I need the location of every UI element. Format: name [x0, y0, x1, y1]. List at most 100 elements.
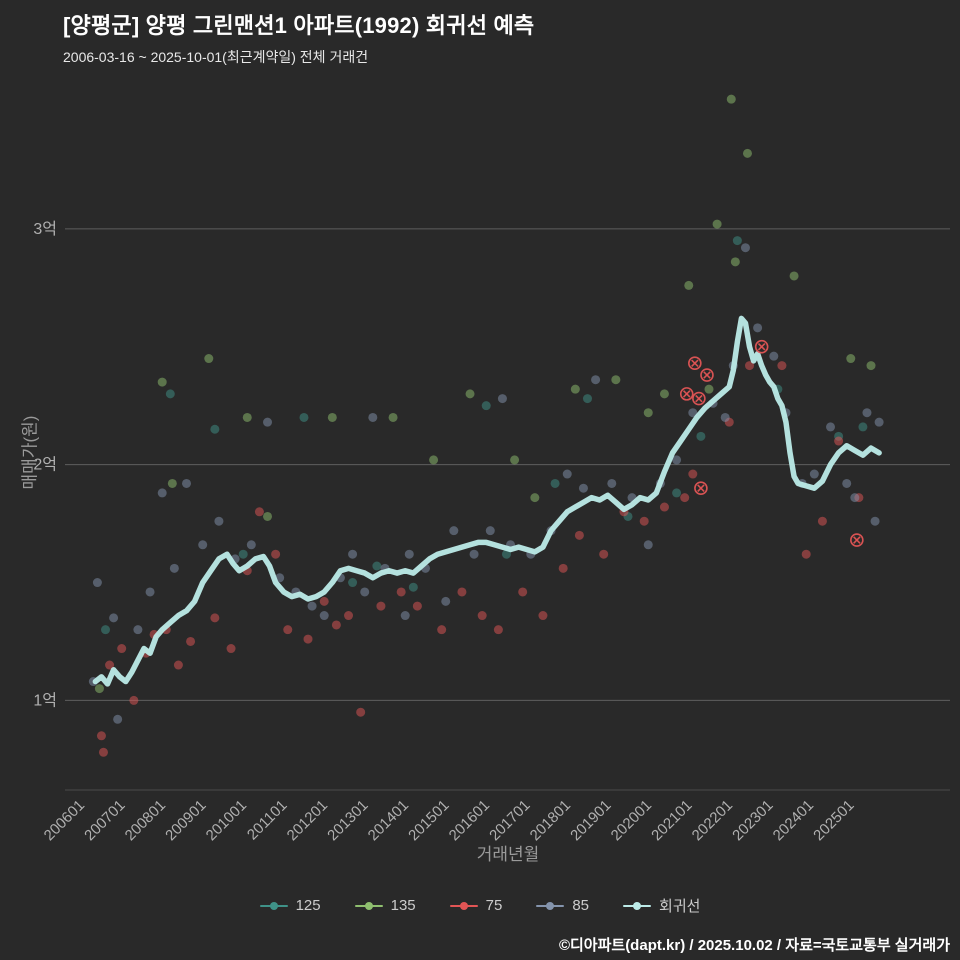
scatter-point-85[interactable]: [157, 488, 167, 498]
scatter-point-75[interactable]: [538, 611, 548, 621]
scatter-point-135[interactable]: [846, 354, 856, 364]
scatter-point-135[interactable]: [167, 478, 177, 488]
outlier-marker-circle[interactable]: [679, 387, 694, 401]
scatter-point-135[interactable]: [643, 408, 653, 418]
scatter-point-85[interactable]: [263, 417, 273, 427]
scatter-point-85[interactable]: [400, 611, 410, 621]
scatter-point-85[interactable]: [874, 417, 884, 427]
scatter-point-75[interactable]: [834, 436, 844, 446]
scatter-point-85[interactable]: [720, 412, 730, 422]
scatter-point-85[interactable]: [826, 422, 836, 432]
outlier-marker-circle[interactable]: [694, 481, 708, 495]
scatter-point-125[interactable]: [101, 625, 111, 635]
scatter-point-135[interactable]: [570, 384, 580, 394]
scatter-point-135[interactable]: [327, 412, 337, 422]
scatter-point-75[interactable]: [817, 516, 827, 526]
scatter-point-75[interactable]: [210, 613, 220, 623]
scatter-point-75[interactable]: [680, 493, 690, 503]
scatter-point-125[interactable]: [165, 389, 175, 399]
scatter-point-85[interactable]: [842, 478, 852, 488]
scatter-point-135[interactable]: [388, 412, 398, 422]
scatter-point-85[interactable]: [246, 540, 256, 550]
scatter-point-75[interactable]: [226, 644, 236, 654]
scatter-point-125[interactable]: [582, 394, 592, 404]
outlier-marker-circle[interactable]: [754, 339, 769, 354]
outlier-marker-circle[interactable]: [692, 391, 706, 406]
scatter-point-75[interactable]: [271, 549, 281, 559]
scatter-point-135[interactable]: [704, 384, 714, 394]
scatter-point-75[interactable]: [356, 707, 366, 717]
scatter-point-85[interactable]: [497, 394, 507, 404]
scatter-point-135[interactable]: [242, 412, 252, 422]
legend-item-75[interactable]: 75: [449, 897, 502, 914]
scatter-point-75[interactable]: [745, 361, 755, 371]
scatter-point-85[interactable]: [348, 549, 358, 559]
scatter-point-135[interactable]: [659, 389, 669, 399]
scatter-point-85[interactable]: [109, 613, 119, 623]
scatter-point-135[interactable]: [611, 375, 621, 385]
scatter-point-125[interactable]: [732, 236, 742, 246]
scatter-point-75[interactable]: [98, 747, 108, 757]
scatter-point-125[interactable]: [348, 578, 358, 588]
scatter-point-135[interactable]: [866, 361, 876, 371]
scatter-point-125[interactable]: [408, 582, 418, 592]
scatter-point-85[interactable]: [485, 526, 495, 536]
scatter-point-85[interactable]: [368, 412, 378, 422]
scatter-point-85[interactable]: [198, 540, 208, 550]
scatter-point-75[interactable]: [344, 611, 354, 621]
scatter-point-75[interactable]: [96, 731, 106, 741]
scatter-point-85[interactable]: [145, 587, 155, 597]
scatter-point-75[interactable]: [518, 587, 528, 597]
scatter-point-85[interactable]: [404, 549, 414, 559]
scatter-point-75[interactable]: [129, 695, 139, 705]
scatter-point-75[interactable]: [574, 530, 584, 540]
scatter-point-85[interactable]: [441, 596, 451, 606]
scatter-point-125[interactable]: [372, 561, 382, 571]
scatter-point-75[interactable]: [801, 549, 811, 559]
scatter-point-75[interactable]: [688, 469, 698, 479]
legend-item-회귀선[interactable]: 회귀선: [623, 895, 700, 916]
scatter-point-75[interactable]: [412, 601, 422, 611]
scatter-point-135[interactable]: [530, 493, 540, 503]
scatter-point-135[interactable]: [94, 684, 104, 694]
scatter-point-85[interactable]: [870, 516, 880, 526]
scatter-point-135[interactable]: [157, 377, 167, 387]
scatter-point-75[interactable]: [283, 625, 293, 635]
regression-line[interactable]: [92, 315, 882, 687]
scatter-point-125[interactable]: [238, 549, 248, 559]
scatter-point-135[interactable]: [263, 511, 273, 521]
scatter-point-85[interactable]: [607, 478, 617, 488]
legend-item-85[interactable]: 85: [536, 897, 589, 914]
scatter-point-135[interactable]: [742, 148, 752, 158]
legend-item-125[interactable]: 125: [259, 897, 321, 914]
scatter-point-75[interactable]: [437, 625, 447, 635]
scatter-point-125[interactable]: [481, 401, 491, 411]
scatter-point-85[interactable]: [113, 714, 123, 724]
scatter-point-85[interactable]: [862, 408, 872, 418]
scatter-point-75[interactable]: [493, 625, 503, 635]
scatter-point-75[interactable]: [639, 516, 649, 526]
scatter-point-75[interactable]: [396, 587, 406, 597]
scatter-point-85[interactable]: [449, 526, 459, 536]
scatter-point-85[interactable]: [360, 587, 370, 597]
scatter-point-85[interactable]: [753, 323, 763, 333]
scatter-point-125[interactable]: [210, 424, 220, 434]
outlier-marker-circle[interactable]: [700, 368, 714, 382]
scatter-point-135[interactable]: [429, 455, 439, 465]
outlier-marker-circle[interactable]: [688, 356, 702, 371]
scatter-point-85[interactable]: [182, 478, 192, 488]
scatter-point-85[interactable]: [769, 351, 779, 361]
scatter-point-85[interactable]: [672, 455, 682, 465]
scatter-point-125[interactable]: [501, 549, 511, 559]
scatter-point-75[interactable]: [319, 596, 329, 606]
legend-item-135[interactable]: 135: [354, 897, 416, 914]
scatter-point-85[interactable]: [169, 563, 179, 573]
scatter-point-85[interactable]: [214, 516, 224, 526]
scatter-point-85[interactable]: [809, 469, 819, 479]
scatter-point-85[interactable]: [307, 601, 317, 611]
scatter-point-85[interactable]: [562, 469, 572, 479]
scatter-point-75[interactable]: [173, 660, 183, 670]
scatter-point-75[interactable]: [558, 563, 568, 573]
scatter-point-135[interactable]: [789, 271, 799, 281]
